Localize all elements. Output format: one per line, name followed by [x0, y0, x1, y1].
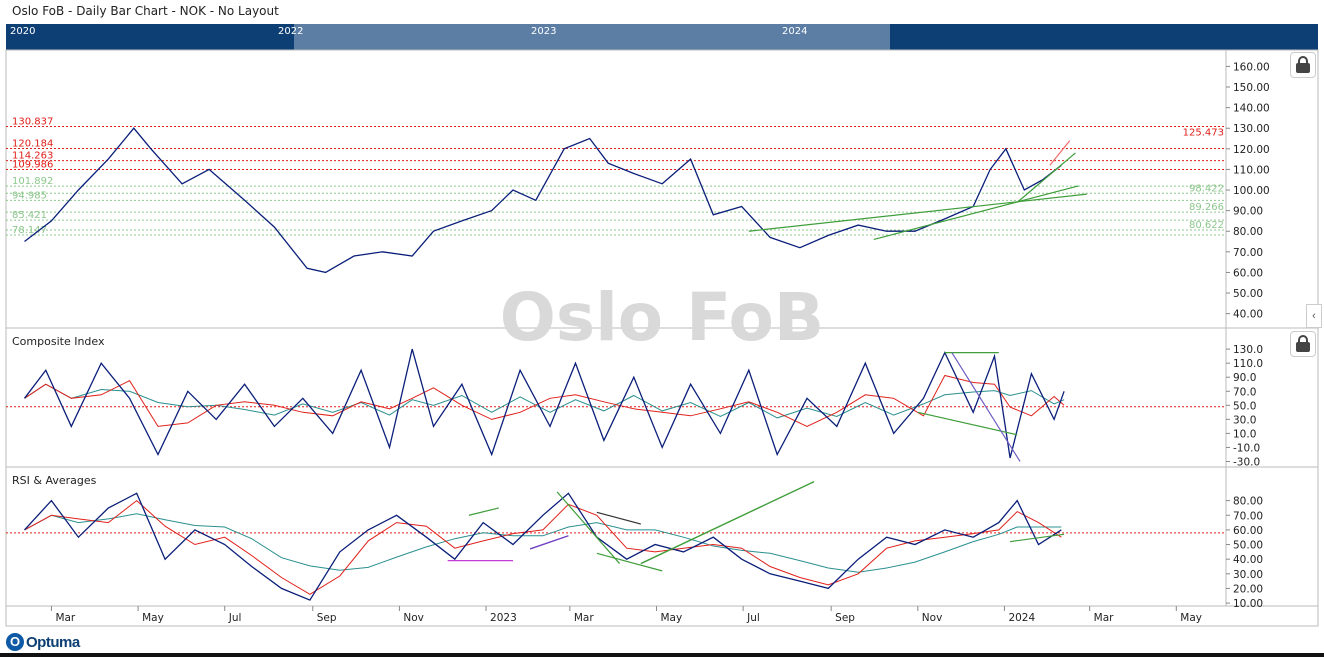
- resistance-level-label: 130.837: [12, 117, 53, 128]
- lock-icon[interactable]: [1290, 331, 1316, 357]
- x-tick-label: May: [660, 612, 682, 624]
- rsi-y-tick-label: 70.00: [1233, 510, 1263, 522]
- trend-line: [468, 507, 499, 516]
- rsi-y-tick-label: 20.00: [1233, 583, 1263, 595]
- rsi-y-tick-label: 10.00: [1233, 598, 1263, 610]
- price-y-tick-label: 40.00: [1233, 309, 1263, 321]
- price-y-tick-label: 60.00: [1233, 267, 1263, 279]
- price-y-tick-label: 70.00: [1233, 247, 1263, 259]
- optuma-logo-icon: O: [6, 633, 24, 651]
- support-level-label: 78.147: [12, 225, 47, 236]
- x-tick-label: Mar: [1094, 612, 1114, 624]
- price-y-tick-label: 140.00: [1233, 103, 1270, 115]
- composite-y-tick-label: 90.0: [1233, 372, 1256, 384]
- rsi-title: RSI & Averages: [12, 474, 97, 487]
- composite-y-tick-label: 50.0: [1233, 400, 1256, 412]
- price-y-tick-label: 130.00: [1233, 123, 1270, 135]
- rsi-y-tick-label: 30.00: [1233, 569, 1263, 581]
- price-y-tick-label: 160.00: [1233, 61, 1270, 73]
- trend-line: [529, 535, 569, 550]
- composite-y-tick-label: 10.0: [1233, 428, 1256, 440]
- chevron-left-icon[interactable]: ‹: [1306, 304, 1322, 328]
- x-tick-label: Nov: [922, 612, 943, 624]
- logo-text: Optuma: [26, 633, 80, 651]
- support-level-label: 89.266: [1189, 202, 1224, 213]
- x-tick-label: 2024: [1008, 612, 1035, 624]
- time-navigator[interactable]: 2020 2022 2023 2024: [6, 24, 1318, 50]
- trend-line: [1016, 152, 1076, 203]
- watermark: Oslo FoB: [500, 279, 824, 356]
- footer: O Optuma: [6, 630, 80, 654]
- rsi-long-average-line: [24, 513, 1062, 573]
- price-y-tick-label: 50.00: [1233, 288, 1263, 300]
- rsi-y-tick-label: 80.00: [1233, 496, 1263, 508]
- x-tick-label: Nov: [403, 612, 424, 624]
- composite-y-tick-label: -10.0: [1233, 442, 1260, 454]
- trend-line: [1010, 533, 1065, 543]
- rsi-y-tick-label: 60.00: [1233, 525, 1263, 537]
- composite-index-line: [23, 348, 1065, 459]
- navigator-window[interactable]: [294, 24, 890, 50]
- x-tick-label: Mar: [574, 612, 594, 624]
- resistance-level-label: 109.986: [12, 159, 53, 170]
- rsi-line: [24, 492, 1062, 601]
- trend-line: [873, 185, 1079, 241]
- composite-y-tick-label: -30.0: [1233, 456, 1260, 468]
- price-series-line: [24, 127, 1062, 274]
- trend-line: [951, 352, 1021, 462]
- trend-line: [596, 511, 642, 525]
- trend-line: [917, 411, 1018, 436]
- rsi-y-tick-label: 40.00: [1233, 554, 1263, 566]
- lock-icon[interactable]: [1290, 52, 1316, 78]
- trend-line: [556, 491, 621, 564]
- navigator-year: 2022: [278, 26, 304, 37]
- support-level-label: 85.421: [12, 210, 47, 221]
- bottom-bar: [0, 653, 1324, 657]
- support-level-label: 80.622: [1189, 220, 1224, 231]
- trend-line: [640, 480, 815, 565]
- composite-y-tick-label: 110.0: [1233, 358, 1263, 370]
- support-level-label: 98.422: [1189, 183, 1224, 194]
- navigator-year: 2023: [531, 26, 557, 37]
- resistance-level-label: 114.263: [12, 151, 53, 162]
- rsi-y-tick-label: 50.00: [1233, 540, 1263, 552]
- x-tick-label: 2023: [490, 612, 517, 624]
- x-tick-label: May: [142, 612, 164, 624]
- x-tick-label: May: [1180, 612, 1202, 624]
- resistance-level-label: 120.184: [12, 138, 53, 149]
- trend-line: [748, 193, 1087, 232]
- rsi-short-average-line: [24, 499, 1062, 595]
- navigator-year: 2020: [10, 26, 36, 37]
- composite-y-tick-label: 70.0: [1233, 386, 1256, 398]
- price-y-tick-label: 110.00: [1233, 164, 1270, 176]
- window-title: Oslo FoB - Daily Bar Chart - NOK - No La…: [12, 4, 279, 18]
- composite-y-tick-label: 130.0: [1233, 344, 1263, 356]
- price-y-tick-label: 90.00: [1233, 206, 1263, 218]
- x-tick-label: Sep: [317, 612, 337, 624]
- x-tick-label: Mar: [55, 612, 75, 624]
- price-y-tick-label: 100.00: [1233, 185, 1270, 197]
- price-y-tick-label: 150.00: [1233, 82, 1270, 94]
- x-tick-label: Jul: [228, 612, 242, 624]
- x-tick-label: Jul: [746, 612, 760, 624]
- composite-index-title: Composite Index: [12, 335, 105, 348]
- resistance-level-label: 125.473: [1183, 128, 1224, 139]
- composite-y-tick-label: 30.0: [1233, 414, 1256, 426]
- price-y-tick-label: 80.00: [1233, 226, 1263, 238]
- composite-short-average-line: [24, 374, 1065, 427]
- support-level-label: 101.892: [12, 176, 53, 187]
- navigator-year: 2024: [782, 26, 808, 37]
- trend-line: [596, 552, 663, 572]
- chart-frame: [5, 49, 1319, 627]
- price-y-tick-label: 120.00: [1233, 144, 1270, 156]
- trend-line: [1049, 140, 1071, 166]
- support-level-label: 94.985: [12, 190, 47, 201]
- x-tick-label: Sep: [835, 612, 855, 624]
